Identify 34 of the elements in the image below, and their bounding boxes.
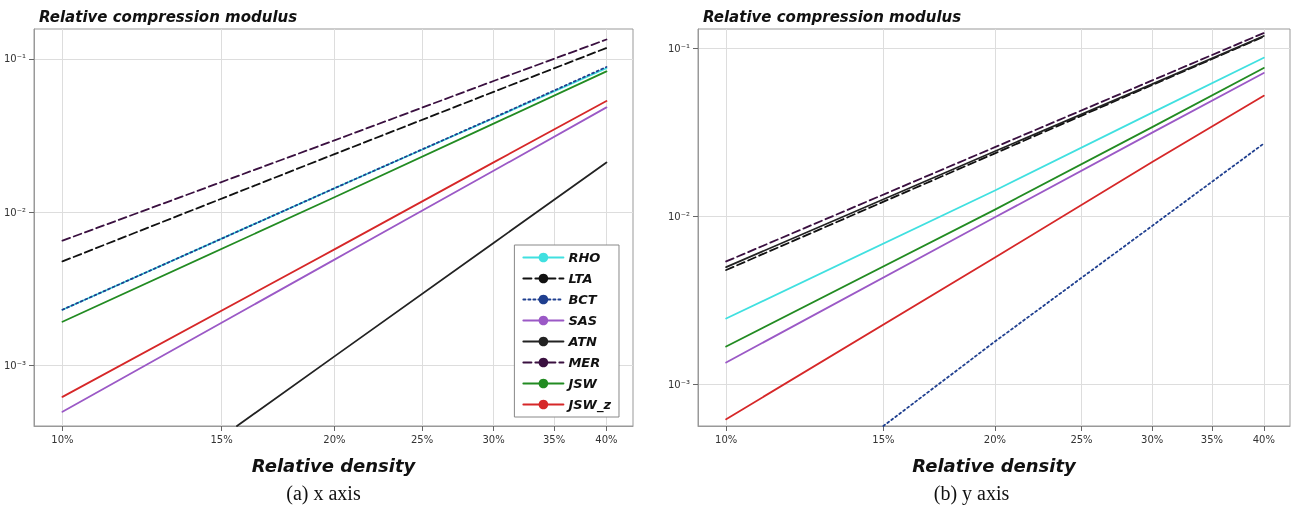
legend-label: LTA <box>568 271 593 286</box>
x-tick-label: 15% <box>872 433 895 445</box>
y-tick-label: 10⁻² <box>667 211 690 223</box>
legend-label: ATN <box>567 334 598 349</box>
x-tick-label: 10% <box>51 433 74 445</box>
legend-label: MER <box>568 355 601 370</box>
x-axis-title: Relative density <box>912 454 1078 476</box>
legend-label: RHO <box>568 250 601 265</box>
x-tick-label: 40% <box>595 433 618 445</box>
chart-title: Relative compression modulus <box>703 7 962 26</box>
text: (b) y axis <box>933 482 1010 505</box>
x-tick-label: 30% <box>1141 433 1164 445</box>
x-tick-label: 25% <box>1070 433 1093 445</box>
legend-label: JSW_z <box>565 397 612 413</box>
x-tick-label: 35% <box>1200 433 1224 445</box>
x-tick-label: 40% <box>1252 433 1275 445</box>
legend-label: BCT <box>568 292 598 307</box>
x-tick-label: 30% <box>482 433 505 445</box>
x-tick-label: 25% <box>410 433 434 445</box>
x-tick-label: 35% <box>542 433 566 445</box>
y-tick-label: 10⁻¹ <box>667 43 690 55</box>
y-tick-label: 10⁻¹ <box>3 53 26 65</box>
legend-label: SAS <box>568 313 598 328</box>
y-tick-label: 10⁻³ <box>3 359 26 371</box>
legend-label: JSW <box>565 376 598 391</box>
x-tick-label: 15% <box>210 433 233 445</box>
text: (a) x axis <box>286 482 361 505</box>
x-tick-label: 20% <box>983 433 1007 445</box>
x-axis-title: Relative density <box>251 454 417 476</box>
chart-title: Relative compression modulus <box>39 7 298 26</box>
y-tick-label: 10⁻² <box>3 206 26 218</box>
x-tick-label: 10% <box>715 433 738 445</box>
y-tick-label: 10⁻³ <box>667 378 690 390</box>
x-tick-label: 20% <box>323 433 346 445</box>
